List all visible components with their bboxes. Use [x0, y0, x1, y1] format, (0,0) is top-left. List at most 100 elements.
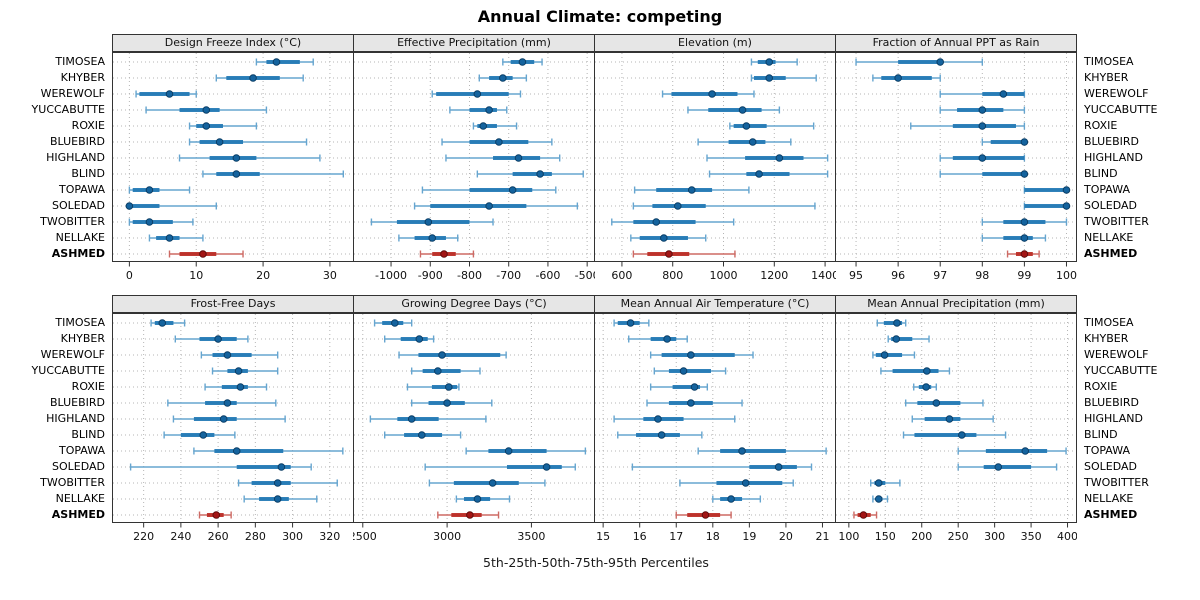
median-dot [415, 335, 424, 343]
series-soledad [632, 202, 816, 210]
station-label-twobitter: TWOBITTER [40, 215, 105, 228]
median-dot [199, 431, 208, 439]
station-label-roxie: ROXIE [1084, 119, 1118, 132]
median-dot [893, 319, 901, 327]
station-label-blind: BLIND [71, 167, 105, 180]
station-label-topawa: TOPAWA [58, 183, 105, 196]
x-axis-tick-label: 2500 [353, 530, 377, 543]
x-axis-tick-label: 21 [815, 530, 829, 543]
series-khyber [628, 335, 688, 343]
series-yuccabutte [410, 367, 481, 375]
x-axis-tick-label: 17 [669, 530, 683, 543]
x-axis-tick-label: 20 [256, 269, 270, 282]
series-blind [476, 170, 584, 178]
series-timosea [876, 319, 907, 327]
series-werewolf [398, 351, 507, 359]
x-axis-tick-label: 100 [838, 530, 859, 543]
series-nellake [243, 495, 318, 503]
series-werewolf [661, 90, 755, 98]
median-dot [1062, 186, 1071, 194]
series-khyber [215, 74, 304, 82]
station-label-soledad: SOLEDAD [1084, 460, 1137, 473]
median-dot [978, 154, 987, 162]
x-axis-tick-label: -600 [535, 269, 560, 282]
series-yuccabutte [653, 367, 727, 375]
percentiles-caption: 5th-25th-50th-75th-95th Percentiles [483, 555, 709, 570]
station-label-twobitter: TWOBITTER [1084, 215, 1149, 228]
series-khyber [887, 335, 930, 343]
station-label-nellake: NELLAKE [55, 231, 105, 244]
series-bluebird [646, 399, 743, 407]
x-axis-tick-label: 280 [245, 530, 266, 543]
median-dot [232, 447, 241, 455]
median-dot [219, 415, 228, 423]
median-dot [499, 74, 507, 82]
series-bluebird [905, 399, 984, 407]
x-axis-tick-label: 15 [596, 530, 610, 543]
median-dot [892, 335, 901, 343]
panel-border [835, 313, 1077, 523]
median-dot [626, 319, 635, 327]
median-dot [679, 367, 688, 375]
series-ashmed [419, 250, 475, 258]
station-label-highland: HIGHLAND [1084, 412, 1143, 425]
median-dot [765, 74, 774, 82]
median-dot [440, 250, 448, 258]
series-highland [172, 415, 286, 423]
panel-border [835, 52, 1077, 262]
series-blind [202, 170, 345, 178]
series-topawa [465, 447, 587, 455]
median-dot [158, 319, 167, 327]
station-label-blind: BLIND [71, 428, 105, 441]
series-twobitter [870, 479, 901, 487]
series-khyber [872, 74, 941, 82]
median-dot [660, 234, 668, 242]
median-dot [652, 218, 661, 226]
series-yuccabutte [449, 106, 508, 114]
median-dot [495, 138, 503, 146]
series-yuccabutte [211, 367, 279, 375]
median-dot [874, 495, 883, 503]
series-twobitter [428, 479, 546, 487]
median-dot [663, 335, 671, 343]
figure-title: Annual Climate: competing [477, 7, 723, 26]
station-label-timosea: TIMOSEA [1084, 55, 1134, 68]
median-dot [479, 122, 488, 130]
x-axis-tick-label: 600 [611, 269, 632, 282]
panel-strip-label: Elevation (m) [594, 34, 836, 52]
median-dot [923, 367, 931, 375]
panel-frost-free-days: Frost-Free Days 220 240 260 280 300 320 [112, 295, 354, 551]
series-nellake [148, 234, 204, 242]
series-soledad [957, 463, 1058, 471]
median-dot [434, 367, 442, 375]
panel-plot: 100 150 200 250 300 350 400 [835, 313, 1077, 543]
median-dot [978, 106, 987, 114]
x-axis-tick-label: 96 [891, 269, 905, 282]
median-dot [428, 234, 437, 242]
series-yuccabutte [939, 106, 1026, 114]
median-dot [473, 495, 482, 503]
series-werewolf [135, 90, 197, 98]
series-roxie [649, 383, 709, 391]
x-axis-tick-label: -500 [575, 269, 595, 282]
median-dot [748, 138, 757, 146]
median-dot [424, 218, 433, 226]
series-highland [706, 154, 829, 162]
median-dot [215, 138, 224, 146]
series-timosea [750, 58, 798, 66]
panel-plot: -1000 -900 -800 -700 -600 -500 [353, 52, 595, 282]
median-dot [514, 154, 523, 162]
series-twobitter [611, 218, 735, 226]
series-timosea [613, 319, 650, 327]
median-dot [518, 58, 527, 66]
series-roxie [204, 383, 268, 391]
series-roxie [910, 122, 1026, 130]
median-dot [922, 383, 930, 391]
median-dot [874, 479, 883, 487]
median-dot [687, 186, 696, 194]
station-label-bluebird: BLUEBIRD [1084, 396, 1140, 409]
x-axis-tick-label: 240 [170, 530, 191, 543]
x-axis-tick-label: 260 [208, 530, 229, 543]
panel-plot: 15 16 17 18 19 20 21 [594, 313, 836, 543]
station-label-blind: BLIND [1084, 167, 1118, 180]
